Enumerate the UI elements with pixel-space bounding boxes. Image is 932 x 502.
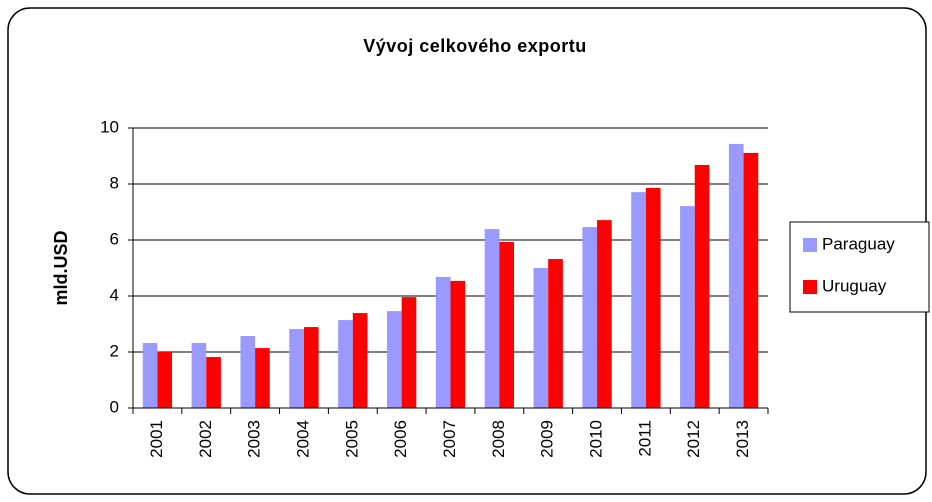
bar — [645, 187, 661, 408]
x-tick-label: 2010 — [587, 420, 606, 458]
bar — [582, 227, 598, 408]
bar — [631, 192, 646, 408]
bar — [499, 241, 514, 408]
x-tick-label: 2005 — [342, 420, 361, 458]
bar — [401, 297, 417, 408]
y-axis-label: mld.USD — [51, 230, 71, 305]
bar — [533, 268, 549, 408]
legend-swatch — [803, 280, 817, 294]
x-tick-label: 2013 — [733, 420, 752, 458]
bar — [694, 164, 710, 408]
y-tick-label: 10 — [100, 117, 119, 136]
x-tick-label: 2011 — [635, 420, 654, 457]
y-tick-label: 2 — [110, 341, 119, 360]
bar — [597, 220, 612, 408]
bar — [206, 357, 221, 408]
bar — [743, 152, 759, 408]
x-tick-label: 2003 — [245, 420, 264, 458]
bar — [352, 313, 368, 408]
bar — [240, 336, 256, 408]
bar — [303, 327, 319, 408]
legend-swatch — [803, 238, 817, 252]
x-tick-label: 2012 — [684, 420, 703, 458]
x-tick-label: 2004 — [293, 420, 312, 458]
bar — [157, 352, 173, 408]
y-tick-label: 0 — [110, 397, 119, 416]
x-tick-label: 2002 — [196, 420, 215, 458]
y-tick-label: 6 — [110, 229, 119, 248]
chart-frame — [7, 7, 927, 495]
x-tick-label: 2001 — [147, 420, 166, 458]
legend-label: Paraguay — [822, 234, 895, 253]
x-tick-label: 2009 — [538, 420, 557, 458]
bar — [680, 206, 695, 408]
bar — [338, 320, 353, 408]
bar — [435, 276, 451, 408]
bar — [191, 343, 207, 408]
bar — [387, 311, 402, 408]
bar — [548, 259, 563, 408]
y-tick-label: 4 — [110, 285, 119, 304]
bar — [142, 343, 158, 408]
bar — [484, 229, 500, 408]
chart-title: Vývoj celkového exportu — [363, 36, 587, 56]
bar — [728, 143, 744, 408]
x-tick-label: 2006 — [391, 420, 410, 458]
bar — [255, 348, 270, 408]
bar — [289, 329, 304, 408]
x-tick-label: 2007 — [440, 420, 459, 458]
x-tick-label: 2008 — [489, 420, 508, 458]
legend-label: Uruguay — [822, 276, 887, 295]
legend-box — [789, 221, 930, 313]
y-tick-label: 8 — [110, 173, 119, 192]
bar — [450, 280, 466, 408]
